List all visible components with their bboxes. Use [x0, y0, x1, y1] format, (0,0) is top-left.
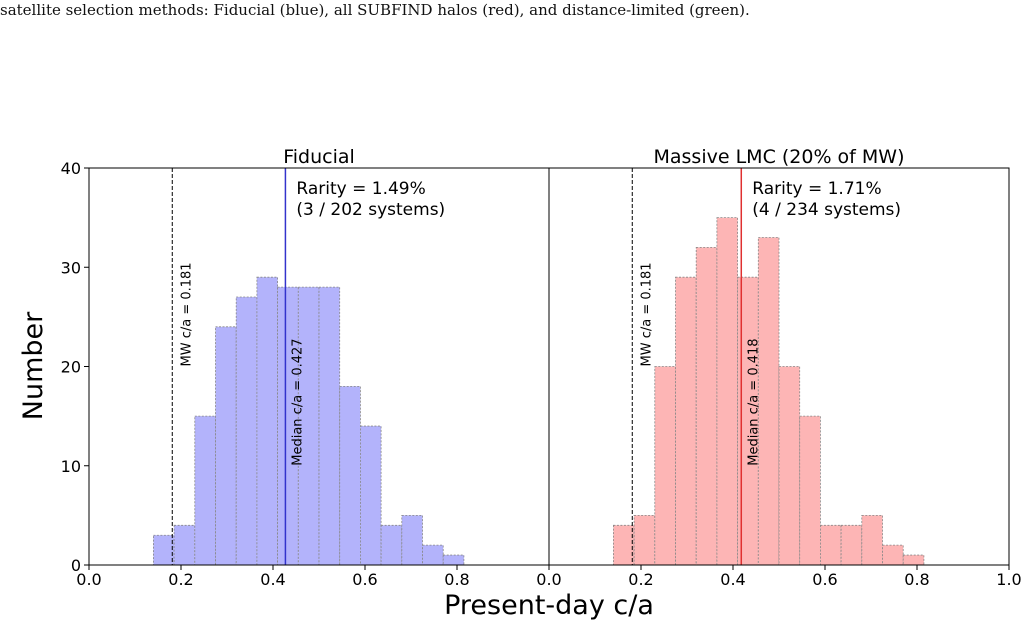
panel2-histogram-bar — [654, 366, 676, 566]
panel2-x-tick-label: 0.0 — [536, 570, 561, 589]
x-axis-label: Present-day c/a — [444, 590, 654, 621]
panel2-histogram-bar — [902, 554, 925, 566]
panel2-title: Massive LMC (20% of MW) — [654, 146, 905, 168]
panel1-histogram-bar — [339, 385, 361, 566]
panel1-x-tick-label: 0.0 — [76, 570, 101, 589]
y-axis-label: Number — [18, 311, 49, 420]
panel2-histogram-bar — [633, 514, 656, 566]
panel1-rarity-line1: Rarity = 1.49% — [296, 179, 425, 199]
panel2-histogram-bar — [695, 246, 718, 566]
panel1-histogram-bar — [194, 415, 216, 566]
panel1-histogram-bar — [215, 326, 237, 566]
panel1-y-tick-label: 30 — [61, 258, 81, 277]
panel2-histogram-bar — [799, 415, 821, 566]
panel2-x-tick-label: 0.8 — [904, 570, 929, 589]
panel2-histogram-bar — [716, 217, 739, 566]
panel1-x-tick-label: 0.6 — [352, 570, 377, 589]
panel2-histogram-bar — [613, 524, 635, 566]
panel2-x-tick-label: 0.6 — [812, 570, 837, 589]
panel2-rarity-line2: (4 / 234 systems) — [752, 200, 901, 220]
panel1-histogram-bar — [401, 514, 423, 566]
panel2-x-tick-label: 0.4 — [720, 570, 745, 589]
panel2-x-tick-label: 0.2 — [628, 570, 653, 589]
panel1-y-tick-label: 10 — [61, 457, 81, 476]
panel1-y-tick-label: 0 — [71, 556, 81, 575]
panel2-histogram-bar — [675, 276, 697, 566]
panel2-histogram-bar — [757, 237, 780, 566]
panel1-y-tick-label: 40 — [61, 159, 81, 178]
panel2-x-tick-label: 1.0 — [996, 570, 1021, 589]
panel2-mw-label: MW c/a = 0.181 — [639, 262, 654, 366]
panel1-x-tick-label: 0.2 — [168, 570, 193, 589]
panel2-median-label: Median c/a = 0.418 — [746, 338, 761, 465]
panel2-histogram-bar — [778, 366, 801, 566]
panel1-histogram-bar — [256, 276, 278, 566]
panel2-rarity-line1: Rarity = 1.71% — [752, 179, 881, 199]
panel1-histogram-bar — [359, 425, 382, 566]
panel1-histogram-bar — [422, 544, 444, 566]
panel1-median-label: Median c/a = 0.427 — [290, 338, 305, 465]
panel2-histogram-bar — [861, 514, 883, 566]
panel1-x-tick-label: 0.8 — [444, 570, 469, 589]
panel1-mw-label: MW c/a = 0.181 — [179, 262, 194, 366]
panel2-axes-frame — [548, 167, 1010, 566]
panel1-rarity-line2: (3 / 202 systems) — [296, 200, 445, 220]
panel1-histogram-bar — [442, 554, 465, 566]
panel1-y-tick-label: 20 — [61, 358, 81, 377]
panel1-title: Fiducial — [283, 146, 355, 168]
panel1-histogram-bar — [173, 524, 196, 566]
panel1-histogram-bar — [152, 534, 175, 566]
panel1-histogram-bar — [235, 296, 258, 566]
panel1-histogram-bar — [318, 286, 341, 566]
panel2-histogram-bar — [820, 524, 842, 566]
panel2-histogram-bar — [882, 544, 904, 566]
panel1-x-tick-label: 0.4 — [260, 570, 285, 589]
panel1-histogram-bar — [380, 524, 403, 566]
figure-caption: satellite selection methods: Fiducial (b… — [0, 1, 750, 19]
panel2-histogram-bar — [840, 524, 863, 566]
